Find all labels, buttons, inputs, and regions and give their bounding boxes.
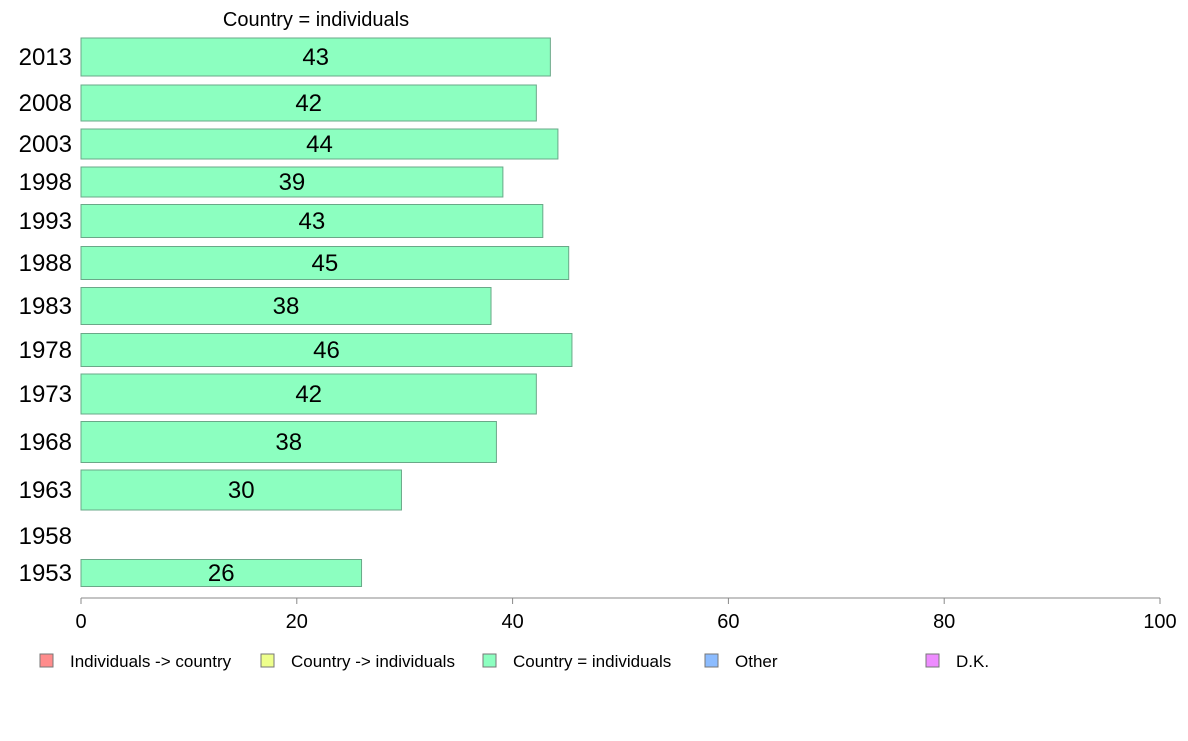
- y-tick-label: 1998: [19, 169, 72, 196]
- legend-label: Country -> individuals: [291, 652, 455, 671]
- bar: [80, 37, 551, 77]
- data-label: 30: [228, 477, 255, 504]
- legend-label: D.K.: [956, 652, 989, 671]
- bar: [80, 373, 537, 415]
- data-label: 42: [295, 381, 322, 408]
- legend-swatch: [482, 653, 497, 668]
- bar: [80, 84, 537, 122]
- bar: [80, 246, 570, 280]
- y-tick-label: 1968: [19, 429, 72, 456]
- bars-layer: 2013 43 2008 42 2003 44 1998 39 1993 43 1988 45 1983…: [19, 37, 573, 587]
- y-tick-label: 1958: [19, 523, 72, 550]
- y-tick-label: 1993: [19, 208, 72, 235]
- legend-swatch: [260, 653, 275, 668]
- data-label: 46: [313, 337, 340, 364]
- legend: Individuals -> country Country -> individ…: [39, 652, 989, 671]
- y-tick-label: 1978: [19, 337, 72, 364]
- data-label: 44: [306, 131, 333, 158]
- legend-swatch: [704, 653, 719, 668]
- legend-label: Country = individuals: [513, 652, 671, 671]
- x-tick-label: 60: [717, 611, 739, 633]
- bar: [80, 421, 497, 463]
- data-label: 26: [208, 560, 235, 587]
- y-tick-label: 1973: [19, 381, 72, 408]
- bar: [80, 204, 544, 238]
- bar: [80, 287, 492, 325]
- x-tick-label: 0: [75, 611, 86, 633]
- bar: [80, 128, 559, 160]
- x-tick-label: 20: [286, 611, 308, 633]
- y-tick-label: 1953: [19, 560, 72, 587]
- legend-label: Individuals -> country: [70, 652, 232, 671]
- chart-title: Country = individuals: [223, 9, 409, 31]
- x-tick-label: 100: [1143, 611, 1176, 633]
- y-tick-label: 1963: [19, 477, 72, 504]
- y-tick-label: 1983: [19, 293, 72, 320]
- bar: [80, 469, 402, 511]
- data-label: 38: [275, 429, 302, 456]
- bar: [80, 333, 573, 367]
- data-label: 43: [302, 44, 329, 71]
- data-label: 42: [295, 90, 322, 117]
- bar: [80, 166, 504, 198]
- data-label: 38: [273, 293, 300, 320]
- legend-swatch: [925, 653, 940, 668]
- data-label: 45: [312, 250, 339, 277]
- x-tick-label: 40: [501, 611, 523, 633]
- legend-label: Other: [735, 652, 778, 671]
- legend-swatch: [39, 653, 54, 668]
- y-tick-label: 2013: [19, 44, 72, 71]
- y-tick-label: 1988: [19, 250, 72, 277]
- y-tick-label: 2003: [19, 131, 72, 158]
- x-tick-label: 80: [933, 611, 955, 633]
- y-tick-label: 2008: [19, 90, 72, 117]
- data-label: 39: [279, 169, 306, 196]
- bar: [80, 559, 363, 587]
- data-label: 43: [299, 208, 326, 235]
- x-axis: 0 20 40 60 80 100: [75, 597, 1177, 633]
